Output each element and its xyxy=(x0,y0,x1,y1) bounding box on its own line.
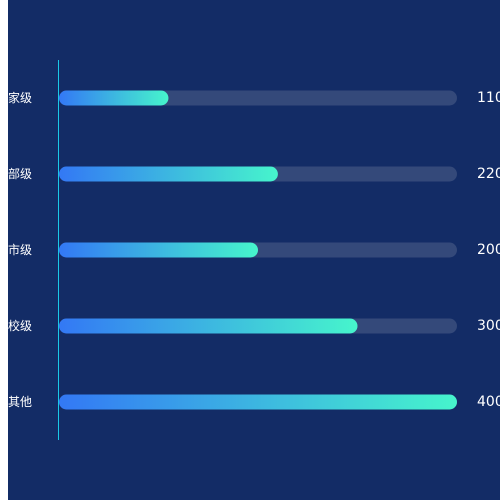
bar xyxy=(59,242,258,258)
bar-row: 部级 220 xyxy=(8,166,500,182)
bar-chart: 家级 110 部级 220 市级 200 校级 300 其他 400 xyxy=(8,60,500,440)
bar-row: 家级 110 xyxy=(8,90,500,106)
bar xyxy=(59,166,278,182)
value-label: 400 xyxy=(477,394,500,410)
bar xyxy=(59,318,358,334)
category-label: 市级 xyxy=(8,242,32,257)
bar-row: 其他 400 xyxy=(8,394,500,410)
bar xyxy=(59,90,169,106)
value-label: 110 xyxy=(477,90,500,106)
category-label: 家级 xyxy=(8,90,32,105)
category-label: 部级 xyxy=(8,166,32,181)
bar-row: 市级 200 xyxy=(8,242,500,258)
category-label: 其他 xyxy=(8,395,32,409)
chart-panel: 家级 110 部级 220 市级 200 校级 300 其他 400 xyxy=(8,0,500,500)
bar-row: 校级 300 xyxy=(8,318,500,334)
value-label: 300 xyxy=(477,318,500,334)
category-label: 校级 xyxy=(8,318,32,333)
bar xyxy=(59,394,457,410)
value-label: 200 xyxy=(477,242,500,258)
value-label: 220 xyxy=(477,166,500,182)
